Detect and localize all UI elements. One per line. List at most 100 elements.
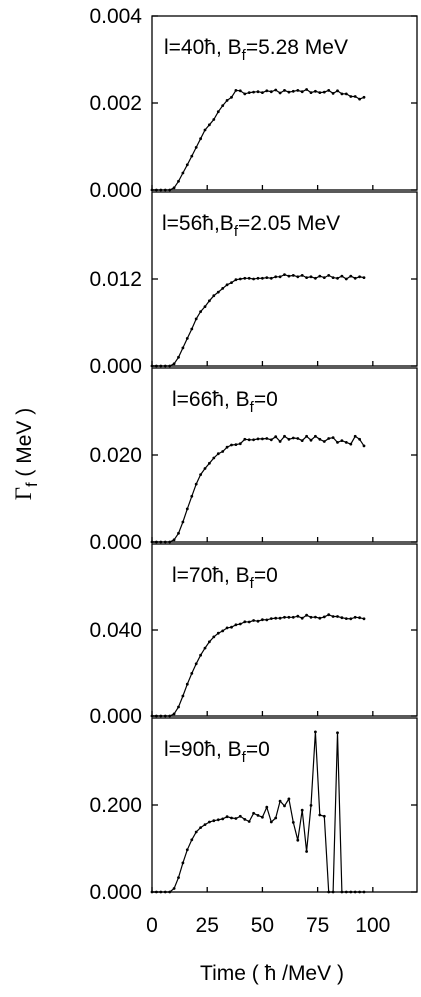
panel-label-main: l=70ħ, B xyxy=(172,564,250,587)
data-point xyxy=(225,445,229,449)
data-point xyxy=(265,89,269,93)
data-point xyxy=(199,826,203,829)
data-point xyxy=(181,861,185,865)
data-point xyxy=(362,444,366,448)
x-tick-label: 75 xyxy=(306,914,329,937)
data-point xyxy=(274,275,278,279)
data-point xyxy=(230,95,233,99)
data-point xyxy=(181,694,185,698)
x-tick-label: 100 xyxy=(355,914,390,937)
data-point xyxy=(238,814,242,818)
data-point xyxy=(234,278,238,282)
data-point xyxy=(243,437,247,441)
data-point xyxy=(283,434,286,438)
data-point xyxy=(190,672,194,675)
data-point xyxy=(265,276,269,279)
panel-label-rest: =0 xyxy=(254,564,278,587)
data-point xyxy=(261,815,264,819)
data-point xyxy=(177,876,180,879)
panel-label: l=40ħ, Bf=5.28 MeV xyxy=(164,36,348,64)
data-point xyxy=(278,91,282,95)
y-tick-label: 0.004 xyxy=(89,5,142,28)
data-point xyxy=(265,618,269,622)
data-point xyxy=(221,287,225,290)
y-tick-label: 0.000 xyxy=(89,705,142,728)
y-axis-title-main: Γ xyxy=(11,487,36,500)
data-point xyxy=(155,188,158,192)
data-point xyxy=(221,817,225,821)
data-point xyxy=(163,364,167,368)
data-point xyxy=(291,274,295,277)
data-point xyxy=(349,274,353,278)
data-point xyxy=(283,89,286,92)
data-point xyxy=(344,617,348,620)
data-point xyxy=(283,615,286,619)
data-point xyxy=(238,622,242,626)
data-point xyxy=(305,88,308,91)
data-point xyxy=(155,714,158,718)
data-point xyxy=(309,275,313,279)
data-point xyxy=(322,90,326,94)
data-point xyxy=(296,275,300,279)
data-point xyxy=(203,646,207,650)
data-point xyxy=(243,620,247,624)
data-point xyxy=(358,437,361,441)
panel-label-main: l=66ħ, B xyxy=(172,388,250,411)
panel-label-sub: f xyxy=(250,575,255,592)
data-point xyxy=(194,662,198,666)
data-point xyxy=(291,821,295,824)
data-point xyxy=(230,625,233,629)
data-point xyxy=(212,294,216,298)
data-point xyxy=(238,277,242,281)
series-line xyxy=(152,614,365,717)
data-point xyxy=(314,615,317,619)
data-point xyxy=(349,890,353,894)
data-point xyxy=(327,89,331,92)
data-point xyxy=(362,617,366,621)
data-point xyxy=(243,276,247,280)
data-point xyxy=(212,635,216,639)
data-point xyxy=(155,540,158,544)
data-point xyxy=(221,104,225,107)
panel-label-rest: =0 xyxy=(246,738,270,761)
data-point xyxy=(283,273,286,276)
data-point xyxy=(274,816,278,820)
data-point xyxy=(225,815,229,819)
data-point xyxy=(305,613,308,617)
panel-label-main: l=40ħ, B xyxy=(164,36,242,59)
panel-4: 0.000 0.040 l=70ħ, Bf=0 xyxy=(89,543,418,728)
data-point xyxy=(296,838,300,842)
data-point xyxy=(291,436,295,440)
data-point xyxy=(353,434,357,438)
data-point xyxy=(261,276,264,280)
data-point xyxy=(212,819,216,823)
data-point xyxy=(274,435,278,439)
data-point xyxy=(181,520,185,524)
data-point xyxy=(252,811,256,815)
panel-label-main: l=90ħ, B xyxy=(164,738,242,761)
data-point xyxy=(287,615,291,619)
data-point xyxy=(327,613,331,617)
y-tick-label: 0.000 xyxy=(89,179,142,202)
series-line xyxy=(152,435,365,543)
x-axis-title: Time ( ħ /MeV ) xyxy=(200,962,344,985)
data-point xyxy=(331,92,335,95)
data-point xyxy=(208,299,211,303)
data-point xyxy=(287,797,291,801)
data-point xyxy=(163,714,167,718)
data-point xyxy=(349,95,353,98)
data-point xyxy=(177,531,180,535)
data-point xyxy=(358,275,361,279)
data-point xyxy=(269,276,273,280)
data-point xyxy=(256,276,260,280)
data-point xyxy=(261,91,264,94)
data-point xyxy=(190,154,194,158)
data-point xyxy=(318,437,322,441)
data-point xyxy=(247,276,251,280)
data-point xyxy=(305,276,308,279)
panel-label-sub: f xyxy=(250,399,255,416)
data-point xyxy=(265,437,269,440)
data-point xyxy=(331,436,335,439)
data-point xyxy=(252,438,256,442)
data-point xyxy=(163,890,167,894)
